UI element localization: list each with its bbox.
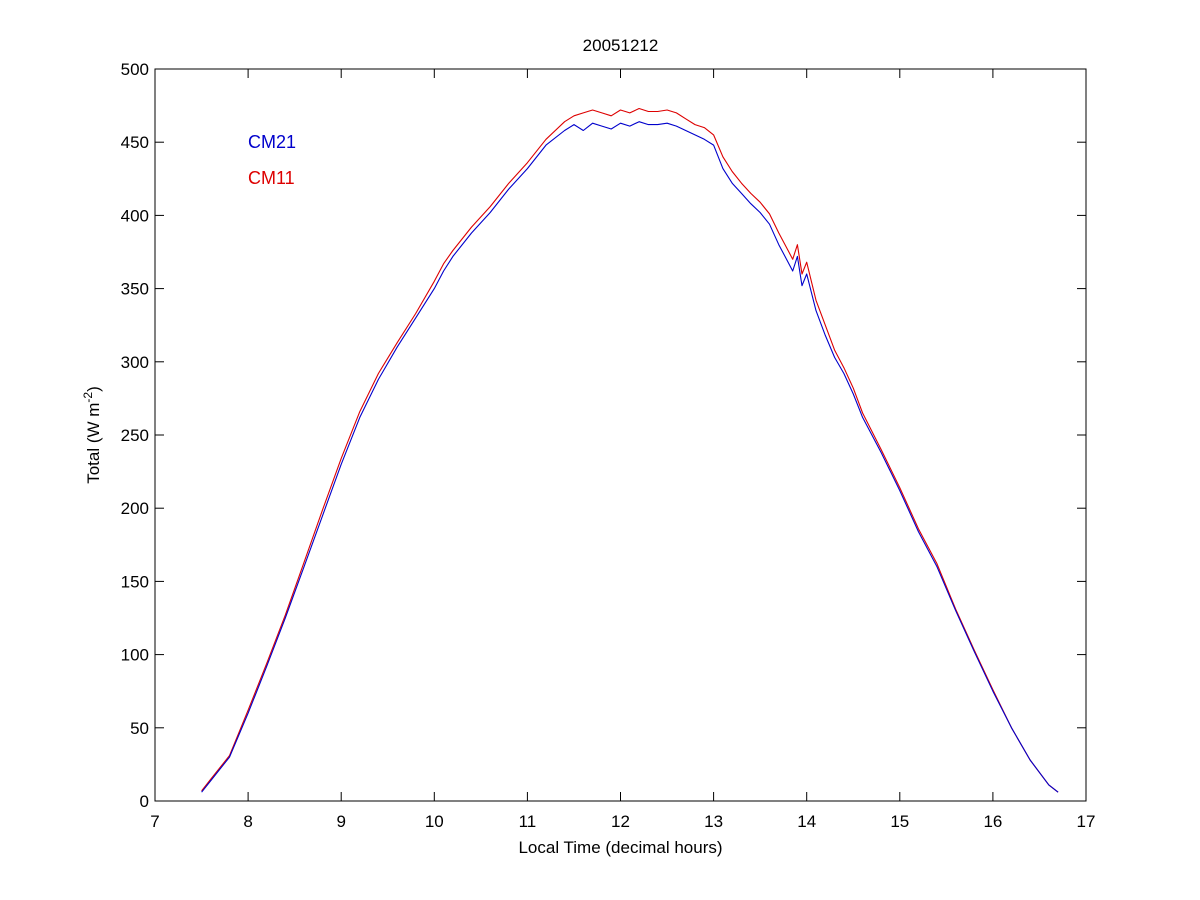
legend-entry-cm11: CM11 (248, 168, 295, 188)
x-tick-label: 13 (704, 812, 723, 831)
x-tick-label: 12 (611, 812, 630, 831)
series-line-cm21 (201, 121, 1059, 793)
y-tick-label: 50 (130, 719, 149, 738)
y-axis-label-close: ) (84, 386, 103, 392)
x-tick-label: 11 (519, 812, 537, 831)
x-tick-label: 7 (150, 812, 159, 831)
legend-entry-cm21: CM21 (248, 132, 296, 152)
ticks-layer: 7 8 9 10 11 12 13 14 15 16 17 0 50 100 150 200 250 300 350… (121, 60, 1096, 831)
y-axis-label-exponent: -2 (81, 392, 95, 403)
plot-area (154, 68, 1087, 802)
x-tick-label: 8 (243, 812, 252, 831)
series-layer (201, 107, 1059, 793)
y-tick-label: 200 (121, 499, 149, 518)
y-tick-label: 450 (121, 133, 149, 152)
x-tick-label: 15 (890, 812, 909, 831)
x-tick-label: 10 (425, 812, 444, 831)
x-axis-label: Local Time (decimal hours) (518, 838, 722, 857)
legend: CM21 CM11 (248, 132, 296, 188)
y-tick-label: 400 (121, 206, 149, 225)
y-tick-label: 300 (121, 353, 149, 372)
y-tick-label: 100 (121, 646, 149, 665)
x-tick-label: 9 (336, 812, 345, 831)
y-tick-label: 500 (121, 60, 149, 79)
y-axis-label-main: Total (W m (84, 403, 103, 484)
series-line-cm11 (201, 107, 1059, 793)
x-tick-label: 17 (1077, 812, 1096, 831)
y-tick-label: 0 (140, 792, 149, 811)
y-axis-label: Total (W m-2) (81, 386, 103, 484)
chart-title: 20051212 (583, 36, 659, 55)
x-tick-label: 16 (983, 812, 1002, 831)
y-tick-label: 350 (121, 280, 149, 299)
y-tick-label: 250 (121, 426, 149, 445)
y-tick-label: 150 (121, 572, 149, 591)
x-tick-label: 14 (797, 812, 816, 831)
